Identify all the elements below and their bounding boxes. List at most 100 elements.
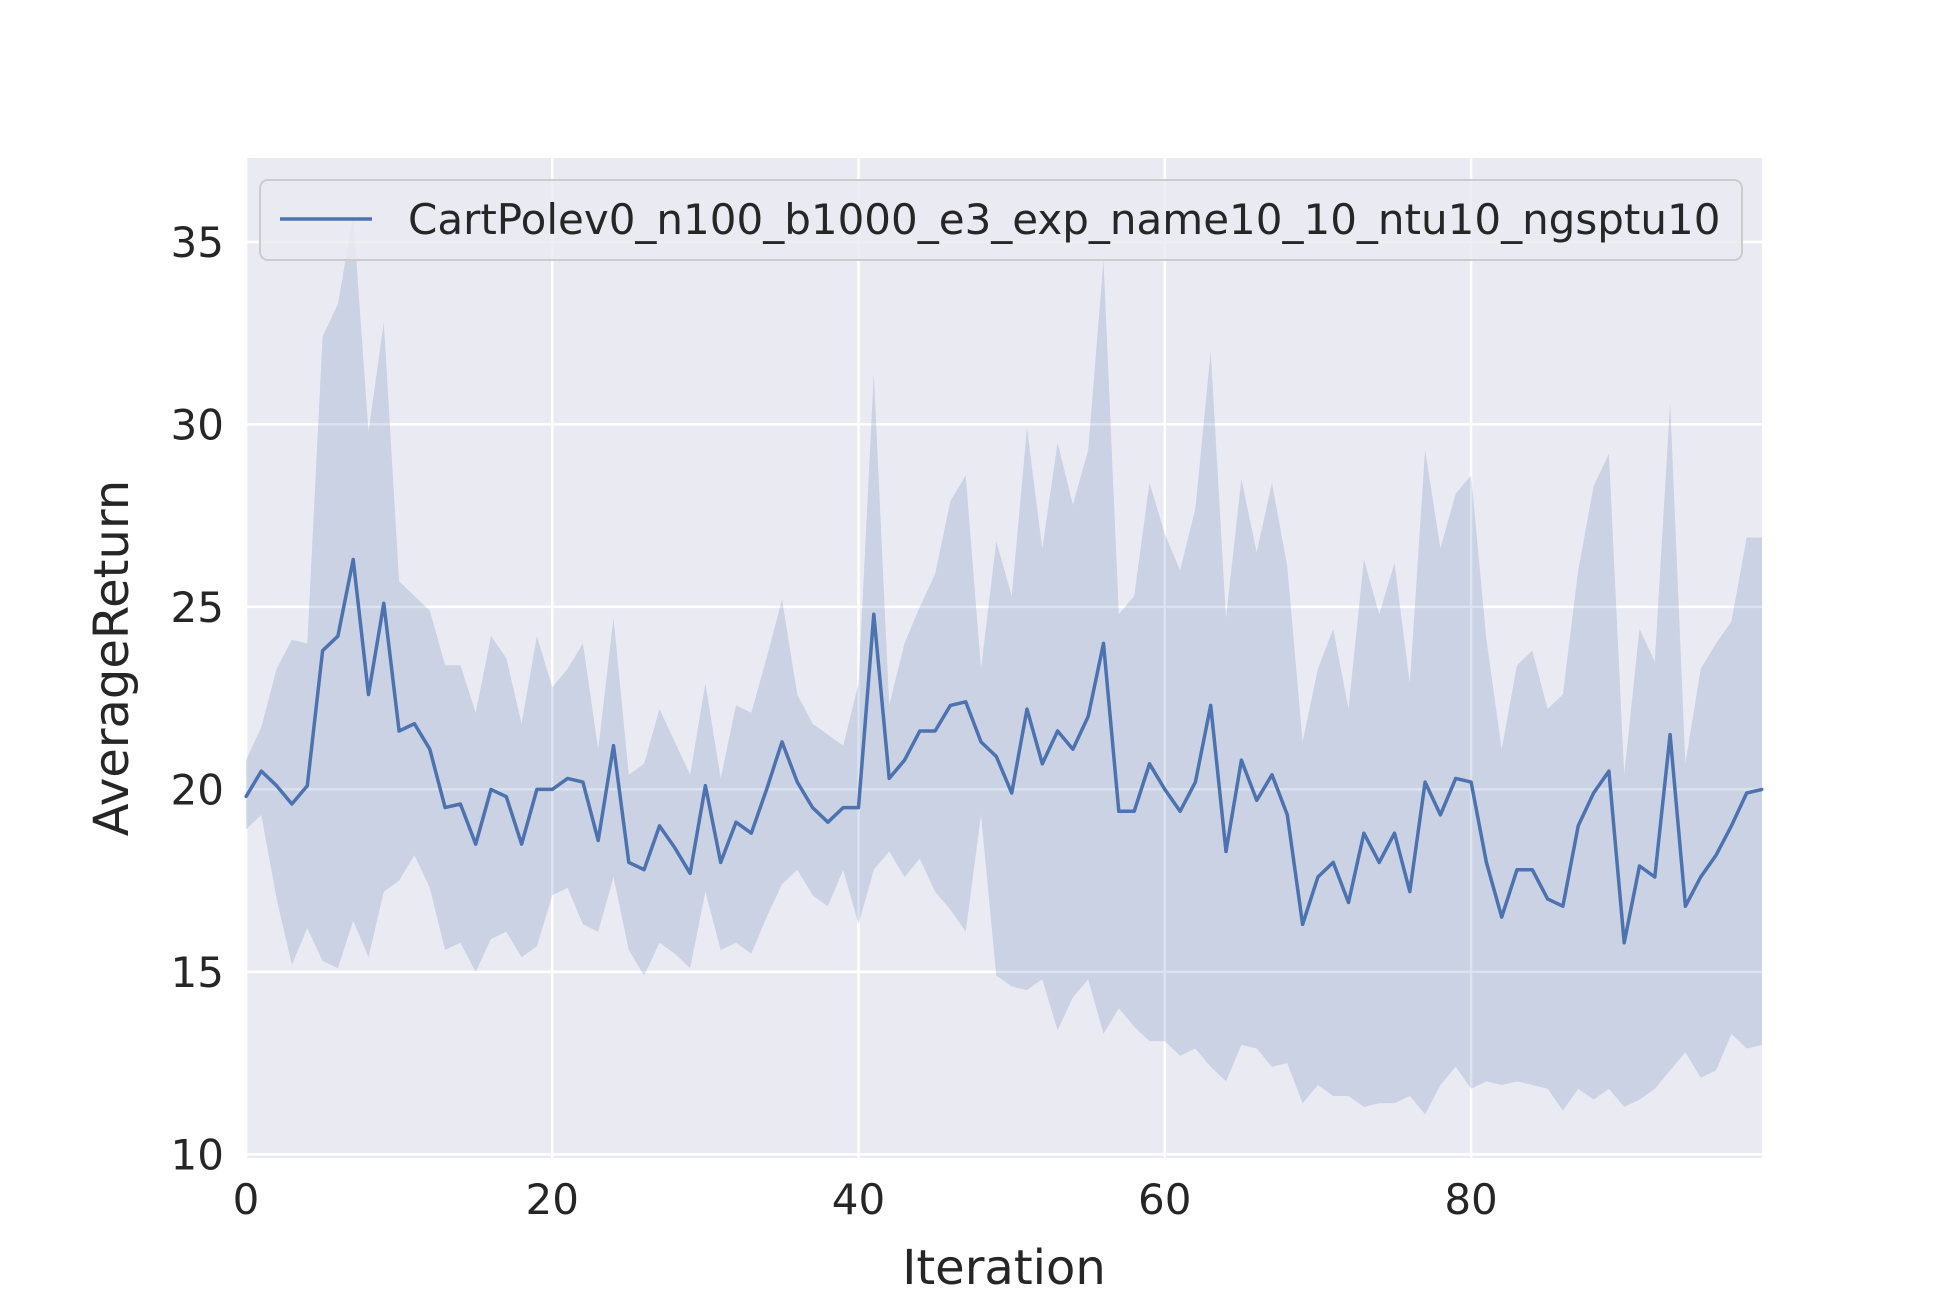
x-tick-label: 20 [526, 1175, 579, 1224]
data-point [367, 692, 371, 696]
data-point [1637, 864, 1641, 868]
data-point [627, 860, 631, 864]
data-point [902, 758, 906, 762]
data-point [535, 787, 539, 791]
data-point [1438, 813, 1442, 817]
x-axis-label: Iteration [902, 1240, 1106, 1294]
data-point [1714, 853, 1718, 857]
data-point [474, 842, 478, 846]
data-point [1270, 773, 1274, 777]
data-point [581, 780, 585, 784]
y-tick-label: 35 [171, 218, 224, 267]
data-point [734, 820, 738, 824]
data-point [933, 729, 937, 733]
data-point [1699, 875, 1703, 879]
y-tick-label: 15 [171, 948, 224, 997]
data-point [811, 806, 815, 810]
data-point [382, 601, 386, 605]
data-point [1392, 831, 1396, 835]
data-point [1347, 901, 1351, 905]
data-point [857, 806, 861, 810]
x-tick-labels: 0 20 40 60 80 [233, 1175, 1498, 1224]
data-point [504, 795, 508, 799]
data-point [520, 842, 524, 846]
data-point [1086, 714, 1090, 718]
data-point [1331, 860, 1335, 864]
data-point [657, 824, 661, 828]
y-tick-label: 10 [171, 1130, 224, 1179]
data-point [1408, 890, 1412, 894]
data-point [826, 820, 830, 824]
y-tick-labels: 10 15 20 25 30 35 [171, 218, 224, 1179]
data-point [841, 806, 845, 810]
data-point [1163, 787, 1167, 791]
data-point [321, 649, 325, 653]
data-point [244, 795, 248, 799]
legend-label: CartPolev0_n100_b1000_e3_exp_name10_10_n… [408, 195, 1720, 244]
data-point [1469, 780, 1473, 784]
data-point [994, 755, 998, 759]
data-point [1515, 868, 1519, 872]
data-point [1423, 780, 1427, 784]
data-point [765, 787, 769, 791]
data-point [1132, 809, 1136, 813]
data-point [642, 868, 646, 872]
data-point [749, 831, 753, 835]
data-point [1622, 941, 1626, 945]
data-point [1010, 791, 1014, 795]
data-point [1454, 776, 1458, 780]
data-point [688, 871, 692, 875]
data-point [1178, 809, 1182, 813]
data-point [550, 787, 554, 791]
data-point [1102, 641, 1106, 645]
data-point [290, 802, 294, 806]
legend: CartPolev0_n100_b1000_e3_exp_name10_10_n… [259, 179, 1743, 261]
data-point [979, 740, 983, 744]
data-point [1561, 904, 1565, 908]
data-point [948, 703, 952, 707]
data-point [259, 769, 263, 773]
data-point [1025, 707, 1029, 711]
data-point [1362, 831, 1366, 835]
data-point [1224, 849, 1228, 853]
plot-background [246, 158, 1762, 1158]
data-point [1530, 868, 1534, 872]
y-tick-label: 25 [171, 583, 224, 632]
data-point [1285, 813, 1289, 817]
data-point [1056, 729, 1060, 733]
data-point [1607, 769, 1611, 773]
legend-box [259, 179, 1743, 261]
data-point [1316, 875, 1320, 879]
data-point [1546, 897, 1550, 901]
data-point [458, 802, 462, 806]
data-point [872, 612, 876, 616]
data-point [703, 784, 707, 788]
x-tick-label: 60 [1138, 1175, 1191, 1224]
x-tick-label: 0 [233, 1175, 260, 1224]
x-tick-label: 40 [832, 1175, 885, 1224]
data-point [673, 846, 677, 850]
data-point [719, 860, 723, 864]
data-point [1653, 875, 1657, 879]
data-point [612, 744, 616, 748]
data-point [351, 557, 355, 561]
confidence-band [246, 216, 1762, 1115]
data-point [305, 784, 309, 788]
data-point [1760, 787, 1764, 791]
data-point [566, 776, 570, 780]
data-point [275, 784, 279, 788]
data-point [1040, 762, 1044, 766]
data-point [489, 787, 493, 791]
data-point [397, 729, 401, 733]
data-point [780, 740, 784, 744]
data-point [918, 729, 922, 733]
y-axis-label: AverageReturn [84, 480, 140, 836]
data-point [1193, 780, 1197, 784]
data-point [428, 747, 432, 751]
data-point [964, 700, 968, 704]
data-point [443, 806, 447, 810]
data-point [412, 722, 416, 726]
y-tick-label: 30 [171, 400, 224, 449]
data-point [1147, 762, 1151, 766]
